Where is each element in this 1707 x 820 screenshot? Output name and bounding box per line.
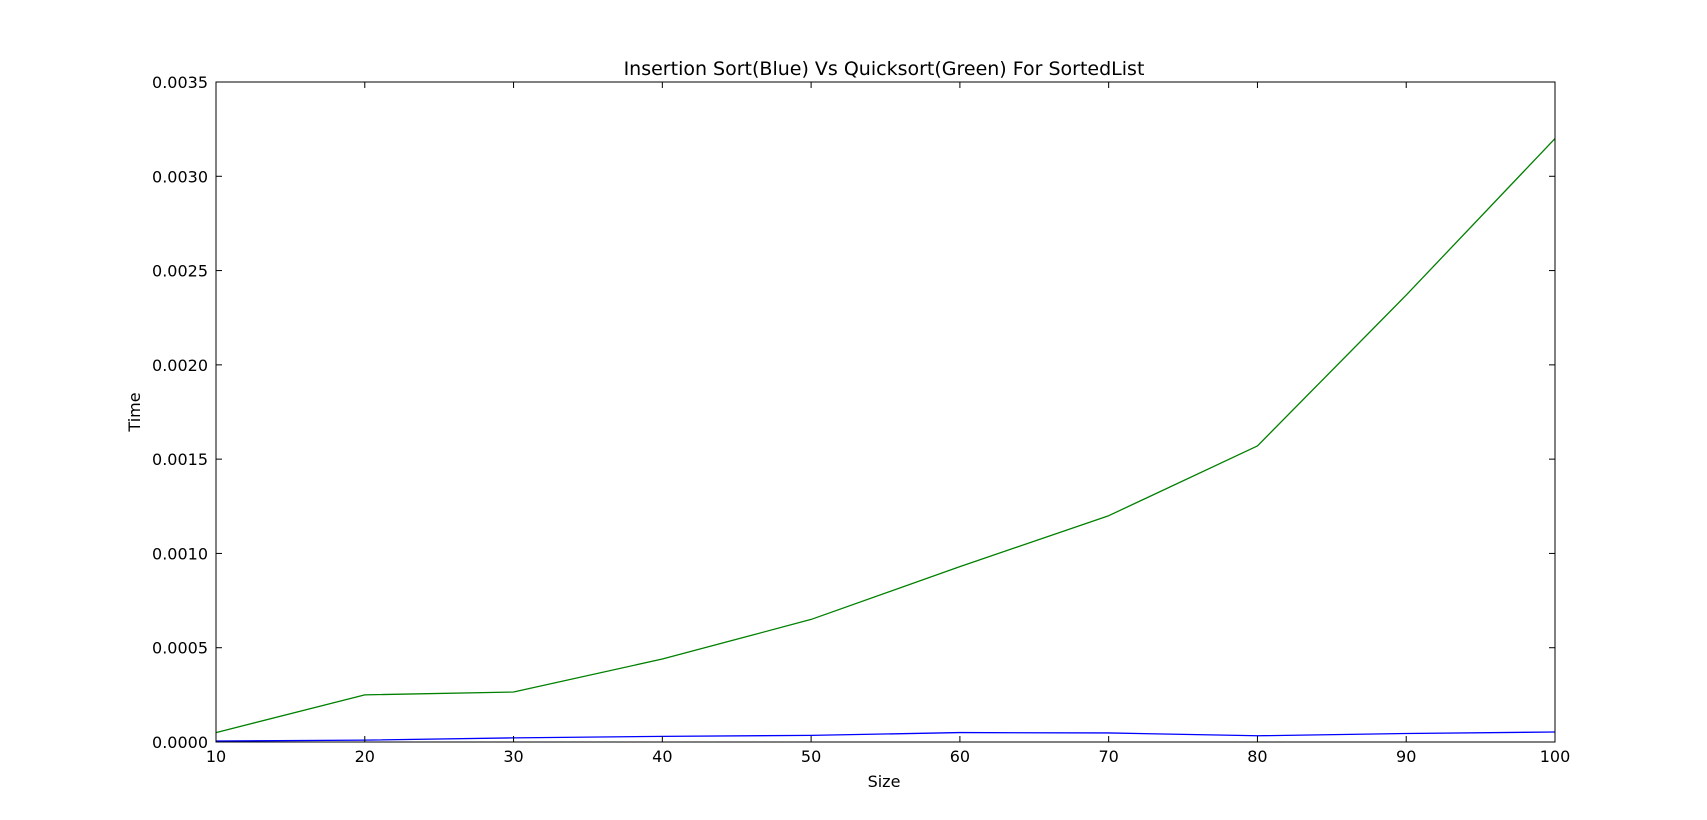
chart-title: Insertion Sort(Blue) Vs Quicksort(Green)… xyxy=(624,58,1145,80)
x-tick-label: 30 xyxy=(503,747,523,766)
x-axis-title: Size xyxy=(868,772,901,791)
x-tick-label: 50 xyxy=(801,747,821,766)
series-layer xyxy=(215,138,1556,742)
y-tick-label: 0.0010 xyxy=(152,544,208,563)
y-tick-label: 0.0020 xyxy=(152,356,208,375)
y-tick-label: 0.0005 xyxy=(152,639,208,658)
y-tick-label: 0.0000 xyxy=(152,733,208,752)
x-tick-label: 100 xyxy=(1540,747,1571,766)
series-line-1 xyxy=(215,731,1556,742)
x-tick-label: 40 xyxy=(652,747,672,766)
x-tick-label: 20 xyxy=(355,747,375,766)
y-tick-label: 0.0025 xyxy=(152,262,208,281)
x-tick-label: 80 xyxy=(1247,747,1267,766)
y-axis-title: Time xyxy=(125,392,144,432)
series-line-2 xyxy=(215,138,1556,734)
x-tick-label: 90 xyxy=(1396,747,1416,766)
axes-layer: 10 20 30 40 50 60 70 80 90 100 0.0000 0.0005 0.0010 0… xyxy=(152,73,1570,766)
y-tick-label: 0.0030 xyxy=(152,167,208,186)
plot-frame xyxy=(215,81,1556,743)
x-tick-label: 60 xyxy=(950,747,970,766)
plot-background xyxy=(216,82,1555,742)
x-tick-label: 10 xyxy=(206,747,226,766)
plot-area xyxy=(216,82,1555,742)
y-tick-label: 0.0015 xyxy=(152,450,208,469)
y-tick-label: 0.0035 xyxy=(152,73,208,92)
x-tick-label: 70 xyxy=(1098,747,1118,766)
